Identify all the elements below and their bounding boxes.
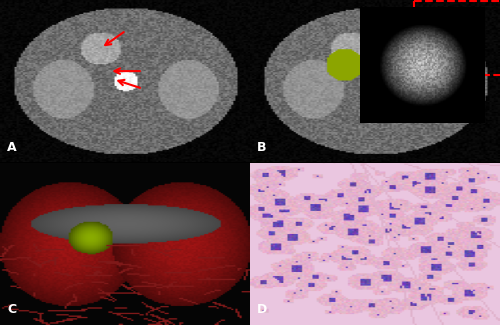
Text: A: A	[8, 141, 17, 154]
Text: B: B	[258, 141, 267, 154]
Text: C: C	[8, 303, 16, 316]
Text: D: D	[258, 303, 268, 316]
